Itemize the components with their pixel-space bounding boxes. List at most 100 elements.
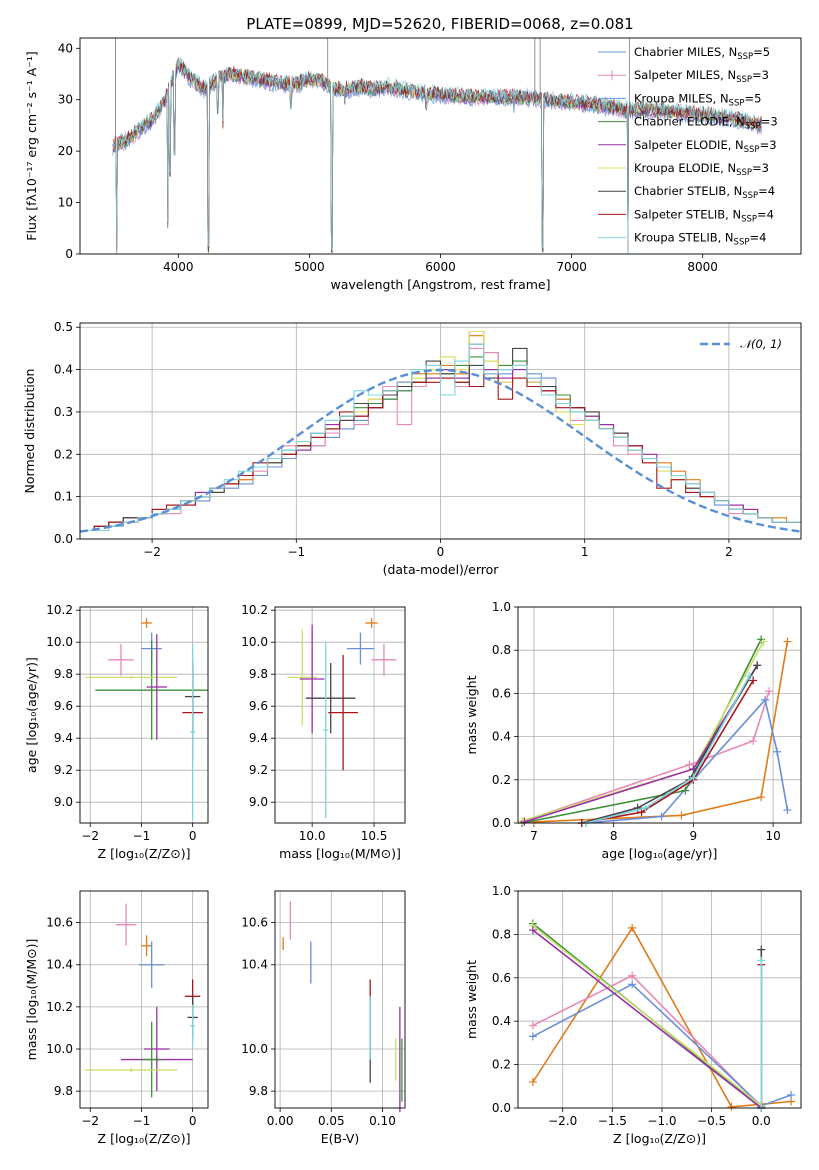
y-axis-label: mass [log₁₀(M/M⊙)] bbox=[24, 939, 39, 1061]
line-series-3 bbox=[521, 639, 762, 824]
histogram-series-8 bbox=[80, 343, 801, 532]
line-marker bbox=[783, 637, 792, 646]
legend-label-2: Kroupa MILES, NSSP=5 bbox=[634, 91, 761, 108]
x-axis-label: E(B-V) bbox=[321, 1131, 360, 1146]
y-tick-label: 0.0 bbox=[492, 1101, 511, 1115]
line-marker bbox=[757, 956, 766, 965]
line-marker bbox=[727, 1102, 736, 1111]
y-tick-label: 9.4 bbox=[249, 731, 268, 745]
y-axis-label: Flux [fλ10⁻¹⁷ erg cm⁻² s⁻¹ A⁻¹] bbox=[24, 51, 39, 240]
data-point-2 bbox=[346, 632, 375, 665]
y-axis-label: mass weight bbox=[464, 675, 479, 754]
y-tick-label: 9.8 bbox=[249, 1084, 268, 1098]
x-tick-label: 10.0 bbox=[299, 829, 326, 843]
panel-mass-vs-z: −2 −1 0 9.8 10.0 10.2 10.4 10.6 Z [log₁₀(Z/Z⊙)] m… bbox=[24, 890, 209, 1146]
line-series-4 bbox=[532, 925, 762, 1107]
x-tick-label: 0.00 bbox=[267, 1114, 294, 1128]
y-tick-label: 9.6 bbox=[54, 699, 73, 713]
data-point-1 bbox=[371, 643, 397, 676]
line-marker bbox=[528, 1032, 537, 1041]
x-tick-label: −1 bbox=[133, 1114, 151, 1128]
y-tick-label: 10 bbox=[58, 196, 73, 210]
spectrum-legend: Chabrier MILES, NSSP=5 Salpeter MILES, NS… bbox=[598, 45, 778, 248]
y-tick-label: 0 bbox=[65, 247, 73, 261]
line-marker bbox=[757, 793, 766, 802]
line-marker bbox=[628, 923, 637, 932]
y-tick-label: 10.4 bbox=[46, 958, 73, 972]
x-tick-label: 4000 bbox=[163, 260, 194, 274]
y-tick-label: 9.4 bbox=[54, 731, 73, 745]
axes-frame bbox=[274, 890, 406, 1109]
y-tick-label: 0.0 bbox=[492, 816, 511, 830]
y-tick-label: 10.6 bbox=[241, 916, 268, 930]
spectrum-series-8 bbox=[112, 56, 763, 254]
line-series-2 bbox=[585, 698, 789, 824]
legend-label-5: Kroupa ELODIE, NSSP=3 bbox=[634, 161, 769, 178]
line-marker bbox=[757, 945, 766, 954]
y-tick-label: 0.6 bbox=[492, 686, 511, 700]
x-tick-label: −1.0 bbox=[647, 1114, 676, 1128]
legend-label-normal: 𝒩(0, 1) bbox=[740, 337, 782, 351]
y-tick-label: 9.8 bbox=[54, 1084, 73, 1098]
axes-frame bbox=[79, 37, 802, 255]
line-marker bbox=[783, 806, 792, 815]
line-series-2 bbox=[532, 983, 792, 1107]
x-tick-label: 9 bbox=[690, 829, 698, 843]
y-tick-label: 0.8 bbox=[492, 643, 511, 657]
panel-residuals: −2 −1 0 1 2 0.0 0.1 0.2 0.3 0.4 0.5 (data-model)/er… bbox=[22, 320, 802, 577]
line-marker bbox=[749, 736, 758, 745]
line-marker bbox=[528, 926, 537, 935]
y-tick-label: 30 bbox=[58, 93, 73, 107]
y-tick-label: 0.4 bbox=[492, 1014, 511, 1028]
y-tick-label: 10.2 bbox=[241, 603, 268, 617]
line-marker bbox=[641, 803, 650, 812]
line-marker bbox=[761, 695, 770, 704]
x-tick-label: 10.5 bbox=[361, 829, 388, 843]
line-marker bbox=[787, 1090, 796, 1099]
line-series-6 bbox=[581, 664, 758, 824]
spectrum-series-6 bbox=[112, 59, 763, 254]
axes-frame bbox=[517, 890, 802, 1109]
y-tick-label: 1.0 bbox=[492, 600, 511, 614]
data-point-5 bbox=[146, 634, 168, 740]
line-marker bbox=[749, 676, 758, 685]
y-tick-label: 0.3 bbox=[54, 405, 73, 419]
data-point-8 bbox=[190, 643, 196, 820]
line-series-5 bbox=[524, 664, 758, 823]
y-tick-label: 9.2 bbox=[249, 763, 268, 777]
data-point-1 bbox=[108, 643, 134, 676]
line-marker bbox=[520, 817, 529, 826]
data-point-5 bbox=[141, 1021, 162, 1098]
x-tick-label: 8 bbox=[610, 829, 618, 843]
y-tick-label: 10.4 bbox=[241, 958, 268, 972]
line-series-1 bbox=[532, 974, 762, 1108]
x-tick-label: 0.0 bbox=[752, 1114, 771, 1128]
x-tick-label: 8000 bbox=[687, 260, 718, 274]
x-tick-label: 0.05 bbox=[318, 1114, 345, 1128]
line-marker bbox=[677, 811, 686, 820]
y-tick-label: 9.8 bbox=[249, 667, 268, 681]
x-tick-label: 7000 bbox=[556, 260, 587, 274]
x-tick-label: 0 bbox=[189, 1114, 197, 1128]
figure-title: PLATE=0899, MJD=52620, FIBERID=0068, z=0… bbox=[246, 15, 633, 33]
y-tick-label: 9.6 bbox=[249, 699, 268, 713]
x-tick-label: 0 bbox=[189, 829, 197, 843]
y-tick-label: 0.2 bbox=[492, 1058, 511, 1072]
y-tick-label: 0.6 bbox=[492, 971, 511, 985]
y-tick-label: 0.0 bbox=[54, 532, 73, 546]
data-point-6 bbox=[328, 655, 358, 771]
x-tick-label: −2.0 bbox=[548, 1114, 577, 1128]
data-point-4 bbox=[85, 675, 178, 679]
data-point-0 bbox=[115, 903, 137, 946]
x-tick-label: 5000 bbox=[294, 260, 325, 274]
legend-label-6: Chabrier STELIB, NSSP=4 bbox=[634, 184, 775, 201]
data-point-7 bbox=[323, 642, 329, 819]
y-tick-label: 9.2 bbox=[54, 763, 73, 777]
line-series-5 bbox=[532, 929, 762, 1109]
axes-frame bbox=[274, 606, 406, 824]
line-marker bbox=[745, 672, 754, 681]
line-series-8 bbox=[585, 675, 750, 824]
axes-frame bbox=[79, 606, 209, 824]
line-series-4 bbox=[521, 641, 765, 822]
